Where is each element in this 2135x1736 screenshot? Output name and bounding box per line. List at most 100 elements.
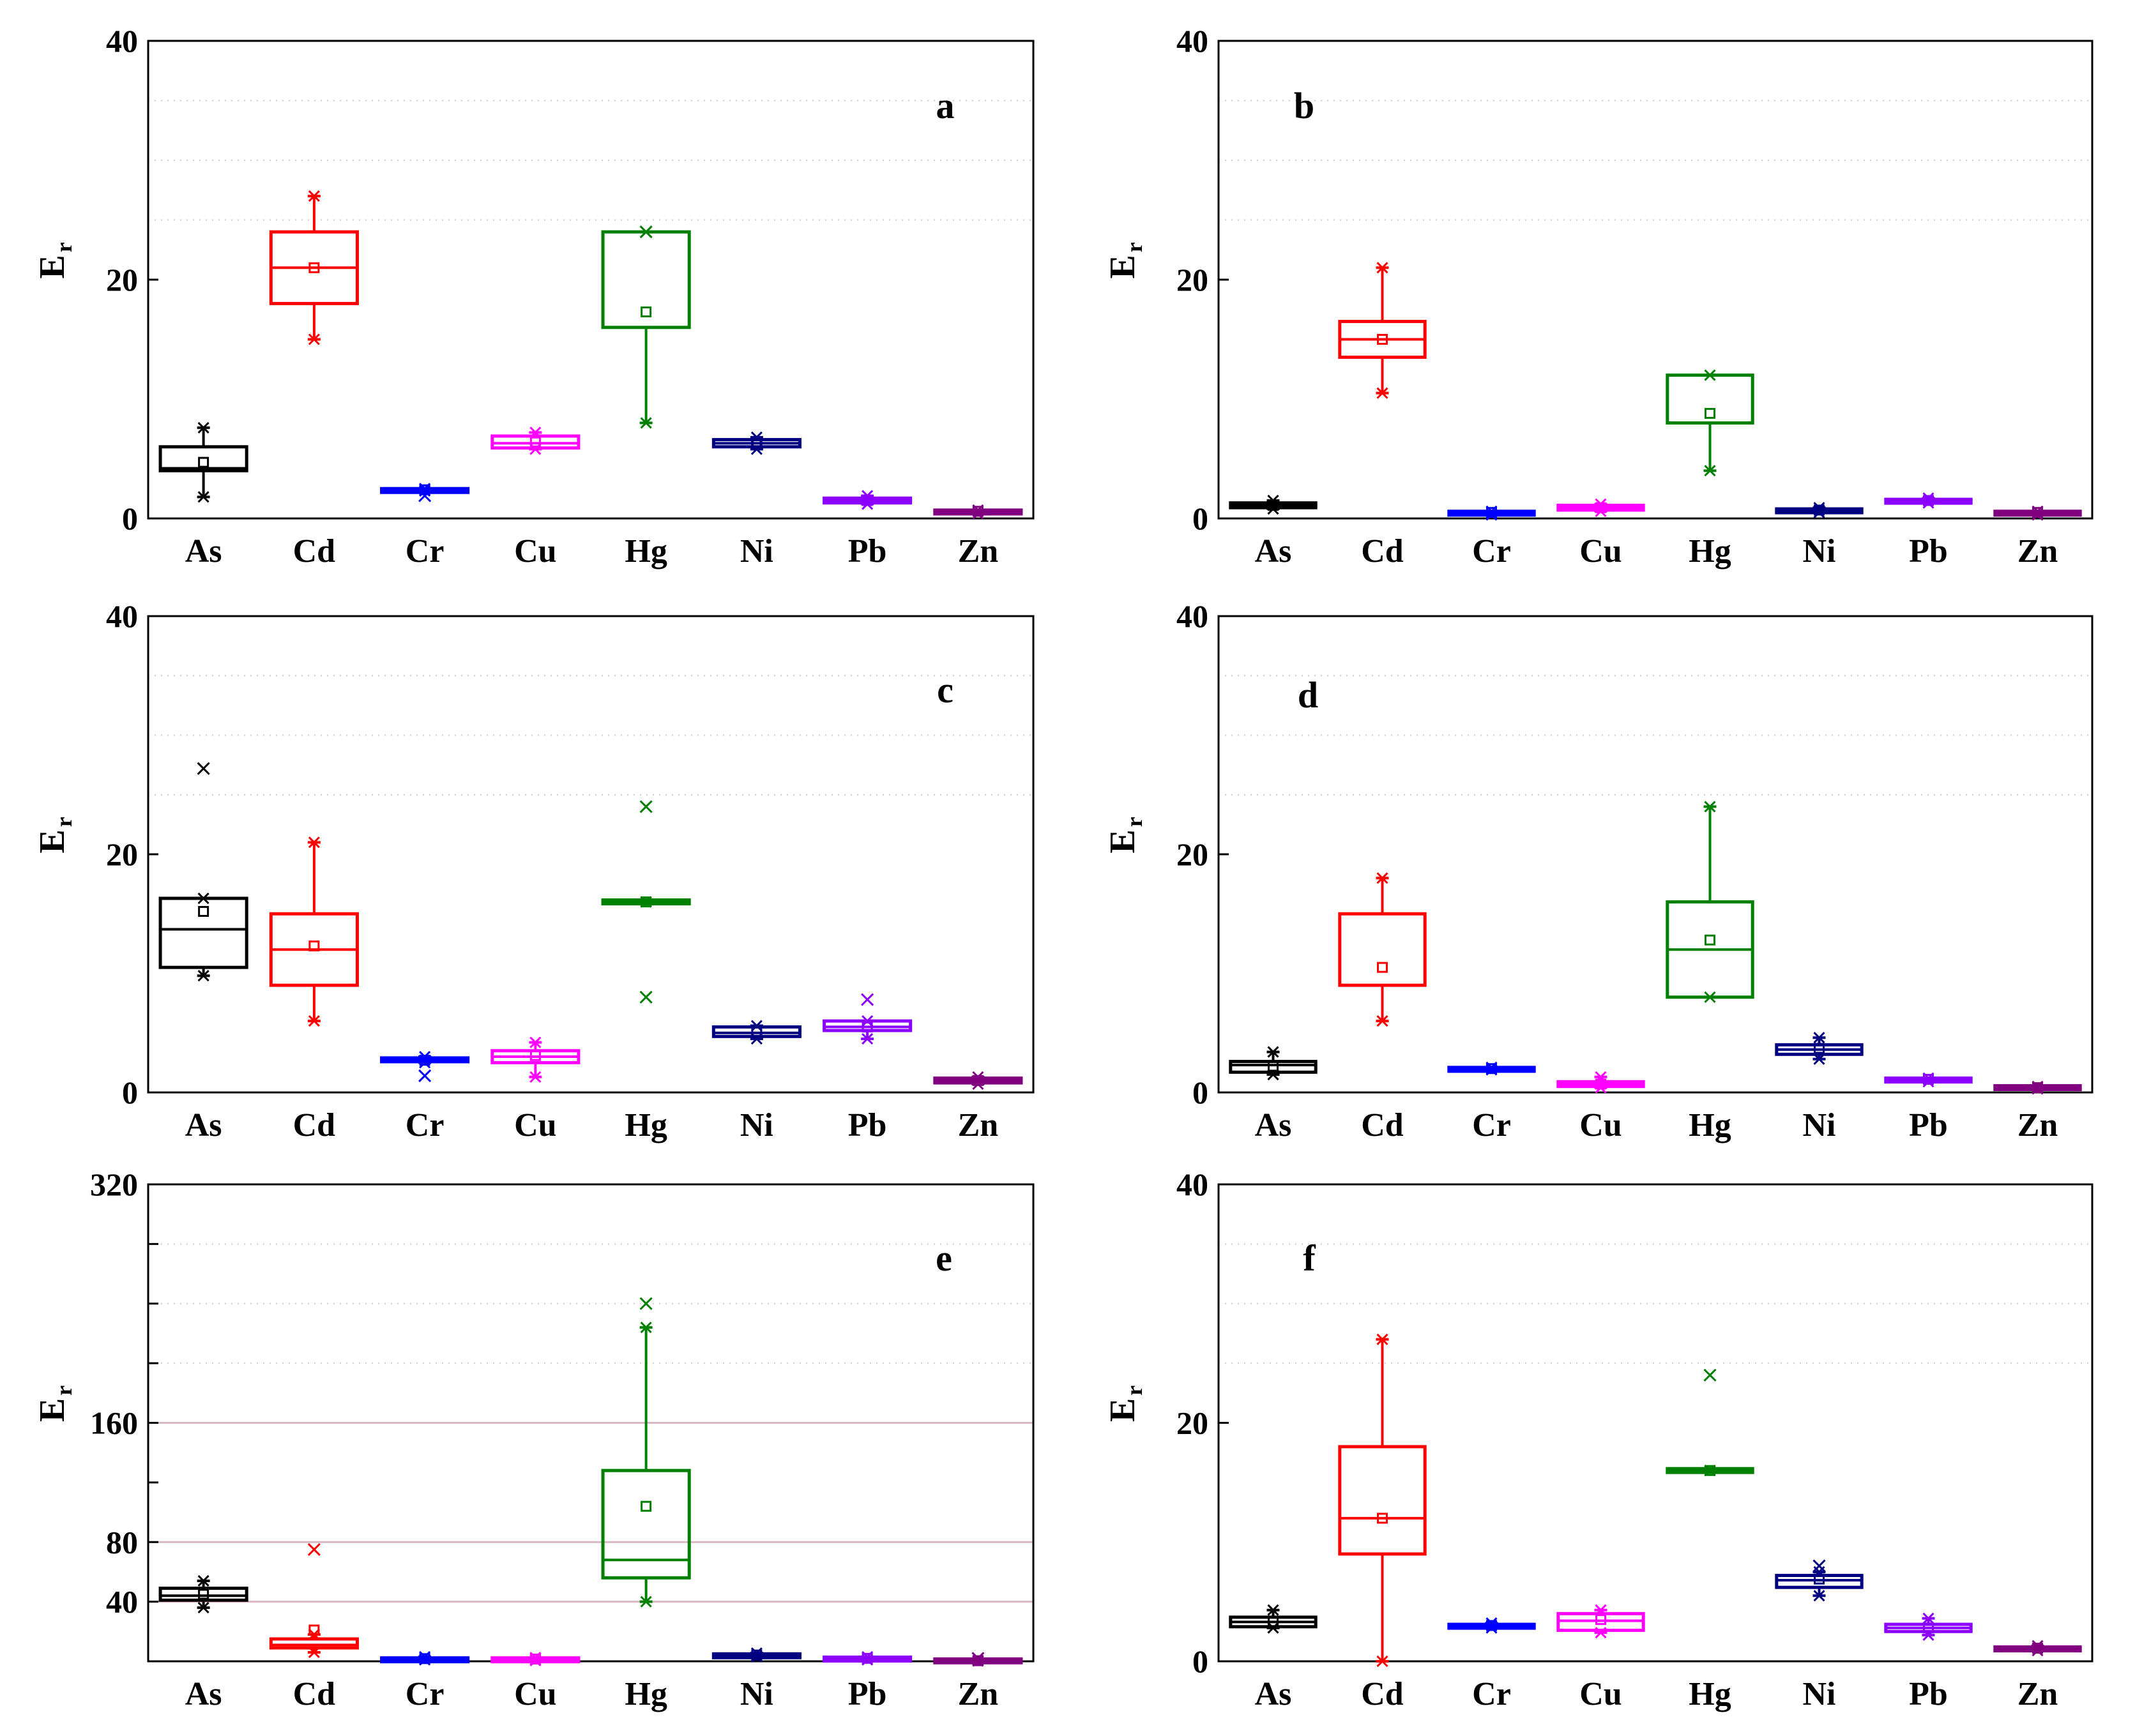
min-marker bbox=[529, 1071, 542, 1083]
box-zn bbox=[933, 504, 1023, 520]
mean-marker bbox=[419, 1653, 430, 1664]
outlier-marker bbox=[639, 990, 653, 1004]
mean-marker bbox=[1486, 1620, 1497, 1631]
box-iqr bbox=[601, 230, 691, 329]
x-tick-label: Ni bbox=[1803, 1676, 1836, 1712]
max-marker bbox=[1376, 872, 1388, 884]
mean-marker bbox=[419, 484, 430, 495]
x-tick-label: Ni bbox=[1803, 533, 1836, 570]
box-pb bbox=[1884, 492, 1973, 509]
max-marker bbox=[1595, 1071, 1607, 1083]
box-cu bbox=[1556, 1071, 1645, 1094]
mean-marker bbox=[1923, 495, 1934, 506]
box-cd bbox=[1338, 872, 1427, 1027]
mean-marker bbox=[1377, 334, 1388, 345]
x-tick-label: Zn bbox=[2017, 533, 2058, 570]
max-marker bbox=[1267, 1046, 1279, 1058]
max-marker bbox=[529, 1036, 542, 1048]
x-tick-label: Cr bbox=[406, 533, 444, 570]
y-tick-label: 20 bbox=[1176, 262, 1208, 298]
box-pb bbox=[1884, 1072, 1973, 1088]
box-cd bbox=[1338, 262, 1427, 399]
max-marker bbox=[1704, 369, 1716, 381]
max-marker bbox=[308, 190, 320, 202]
min-marker bbox=[419, 1057, 431, 1069]
max-marker bbox=[1922, 1612, 1934, 1624]
plot-frame bbox=[1217, 615, 2093, 1094]
y-tick-label: 20 bbox=[1176, 1405, 1208, 1441]
box-as bbox=[158, 762, 248, 982]
min-marker bbox=[1267, 1622, 1279, 1634]
max-marker bbox=[308, 1628, 320, 1641]
x-tick-label: As bbox=[185, 1107, 222, 1143]
y-tick-label: 0 bbox=[1192, 501, 1208, 536]
outlier-marker bbox=[971, 1652, 985, 1665]
x-tick-label: Zn bbox=[2017, 1676, 2058, 1712]
x-tick-label: Cr bbox=[1472, 533, 1511, 570]
min-marker bbox=[2032, 1083, 2044, 1095]
panel-d: 0 20 40 Er d As Cd Cr Cu Hg Ni Pb Zn bbox=[1103, 598, 2093, 1143]
box-cu bbox=[490, 1652, 581, 1666]
outlier-marker bbox=[639, 225, 653, 239]
y-tick-label: 160 bbox=[90, 1405, 138, 1441]
x-tick-label: Hg bbox=[1689, 1107, 1731, 1143]
x-tick-label: Cu bbox=[1579, 1676, 1622, 1712]
mean-marker bbox=[2032, 507, 2043, 518]
mean-marker bbox=[1705, 1465, 1715, 1476]
plot-frame bbox=[1217, 40, 2093, 520]
outlier-marker bbox=[197, 762, 210, 775]
mean-marker bbox=[1268, 1616, 1279, 1627]
min-marker bbox=[529, 1654, 542, 1666]
box-hg bbox=[1666, 801, 1754, 1003]
x-tick-label: Cr bbox=[1472, 1107, 1511, 1143]
x-tick-label: Cr bbox=[406, 1676, 444, 1712]
min-marker bbox=[1376, 1015, 1388, 1027]
box-as bbox=[1229, 494, 1318, 515]
panel-label: c bbox=[937, 669, 954, 711]
x-tick-label: Cd bbox=[1361, 533, 1404, 570]
min-marker bbox=[2032, 509, 2044, 521]
panel-label: a bbox=[936, 85, 955, 126]
max-marker bbox=[529, 1652, 542, 1664]
mean-marker bbox=[1814, 1573, 1825, 1585]
box-zn bbox=[1993, 1640, 2082, 1657]
box-zn bbox=[1993, 505, 2082, 521]
box-pb bbox=[823, 993, 913, 1045]
mean-marker bbox=[529, 1050, 541, 1061]
box-pb bbox=[1884, 1612, 1973, 1641]
min-marker bbox=[1595, 1082, 1607, 1094]
min-marker bbox=[1485, 1064, 1498, 1076]
x-tick-label: Hg bbox=[1689, 1676, 1731, 1712]
box-ni bbox=[1775, 1032, 1864, 1065]
min-marker bbox=[308, 1646, 320, 1659]
mean-marker bbox=[641, 306, 652, 317]
x-tick-label: Cd bbox=[1361, 1107, 1404, 1143]
min-marker bbox=[308, 1015, 320, 1027]
max-marker bbox=[750, 1020, 763, 1032]
x-tick-label: Cu bbox=[514, 1676, 556, 1712]
mean-marker bbox=[198, 1589, 209, 1600]
min-marker bbox=[197, 970, 209, 982]
panel-e: 40 80 160 320 Er e As Cd Cr Cu Hg Ni Pb Zn bbox=[33, 1166, 1035, 1712]
box-cd bbox=[269, 836, 359, 1027]
box-iqr bbox=[1666, 374, 1754, 425]
box-iqr bbox=[1338, 912, 1427, 987]
min-marker bbox=[862, 1654, 874, 1666]
x-tick-label: Cu bbox=[1579, 533, 1622, 570]
x-tick-label: Cr bbox=[1472, 1676, 1511, 1712]
max-marker bbox=[1813, 1032, 1825, 1044]
x-tick-label: Cu bbox=[1579, 1107, 1622, 1143]
max-marker bbox=[1376, 262, 1388, 274]
y-axis-label: Er bbox=[33, 817, 77, 853]
mean-marker bbox=[529, 436, 541, 448]
y-axis-label: Er bbox=[1103, 1385, 1147, 1422]
mean-marker bbox=[198, 906, 209, 917]
mean-marker bbox=[1268, 1060, 1279, 1072]
box-hg bbox=[1666, 1368, 1754, 1477]
box-iqr bbox=[601, 1468, 691, 1580]
min-marker bbox=[1376, 1655, 1388, 1668]
max-marker bbox=[1813, 502, 1825, 514]
box-cd bbox=[1338, 1333, 1427, 1668]
y-axis-label: Er bbox=[33, 1385, 77, 1422]
